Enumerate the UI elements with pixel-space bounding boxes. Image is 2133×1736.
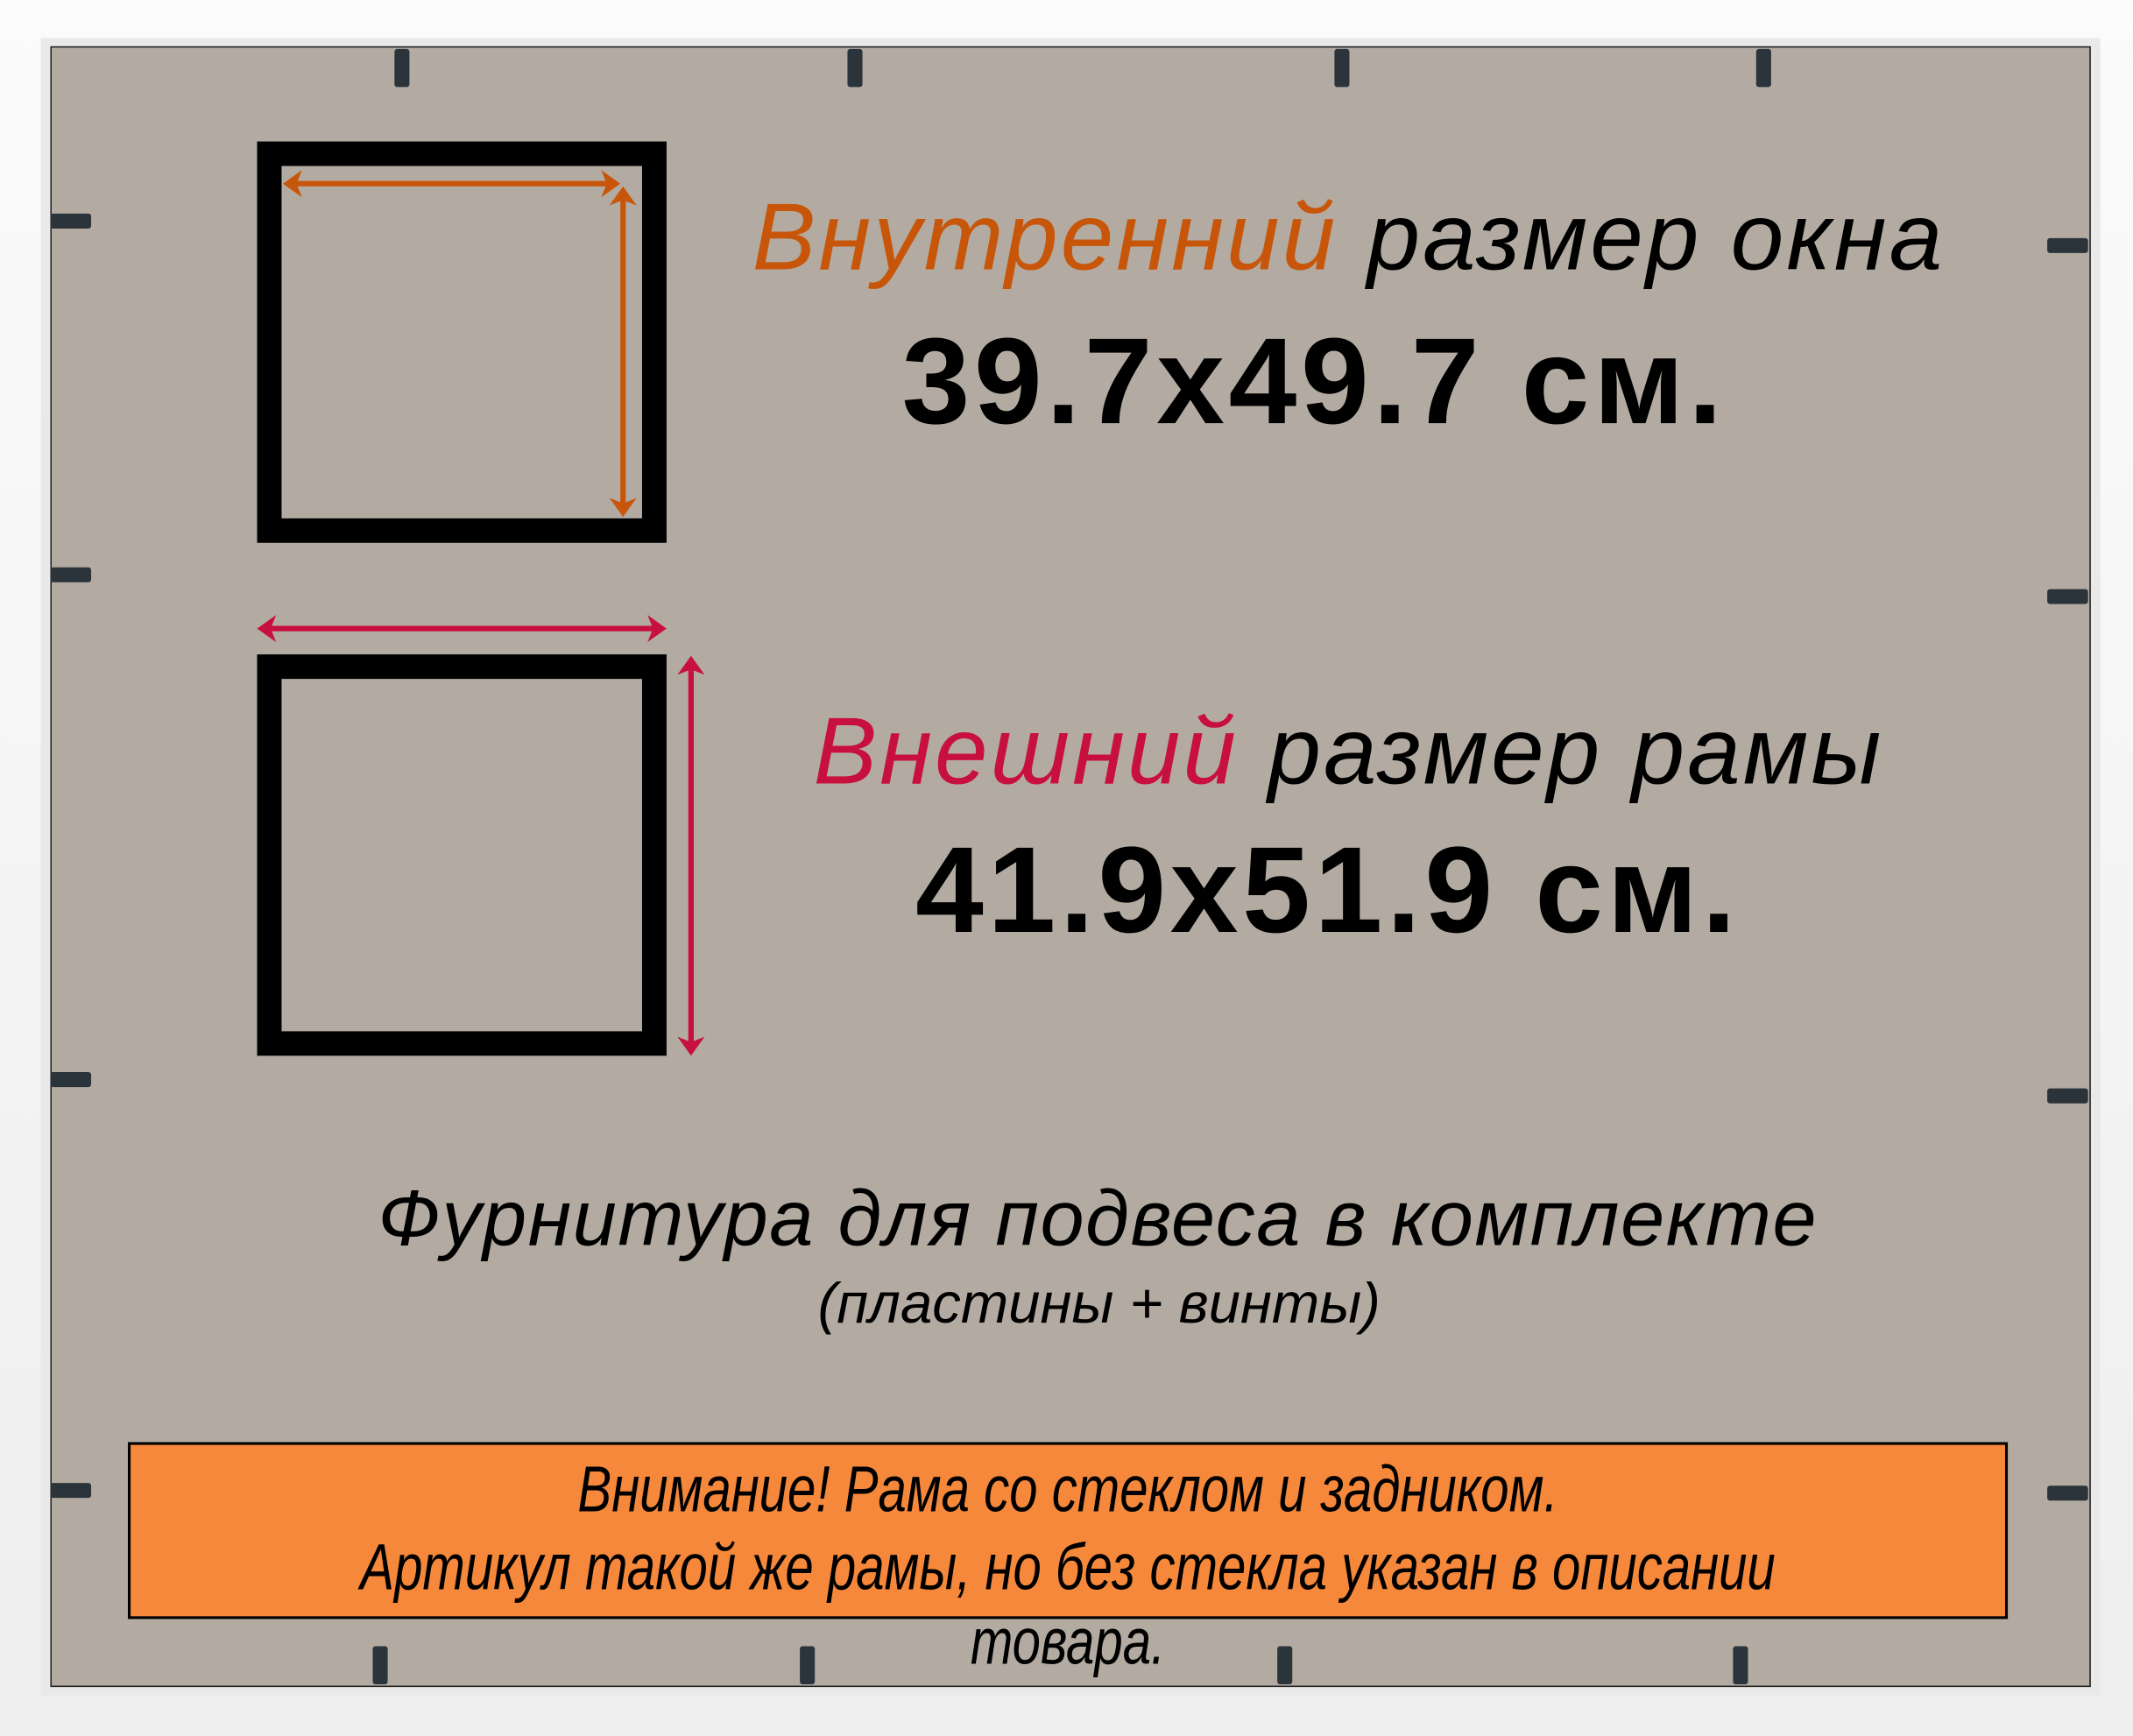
clip-top: [394, 48, 410, 88]
warning-line-1: Внимание! Рама со стеклом и задником.: [577, 1454, 1558, 1527]
inner-accent-word: Внутренний: [752, 183, 1338, 290]
clip-top: [847, 48, 863, 88]
inner-size-diagram: [257, 141, 667, 543]
outer-size-value: 41.9x51.9 см.: [915, 822, 1741, 960]
clip-right: [2047, 1485, 2088, 1501]
clip-top: [1755, 48, 1771, 88]
clip-bottom: [372, 1646, 388, 1684]
clip-bottom: [800, 1646, 816, 1684]
outer-heading-rest: размер рамы: [1239, 697, 1884, 805]
hardware-title: Фурнитура для подвеса в комплекте: [378, 1174, 1819, 1263]
clip-right: [2047, 237, 2088, 253]
clip-top: [1334, 48, 1350, 88]
inner-size-value: 39.7x49.7 см.: [901, 314, 1727, 451]
clip-left: [50, 213, 92, 229]
clip-left: [50, 1072, 92, 1088]
inner-size-heading: Внутренний размер окна: [752, 182, 1946, 291]
inner-heading-rest: размер окна: [1338, 183, 1946, 290]
clip-right: [2047, 589, 2088, 604]
outer-accent-word: Внешний: [813, 697, 1240, 805]
outer-size-diagram: [257, 654, 667, 1056]
clip-bottom: [1277, 1646, 1293, 1684]
clip-left: [50, 1483, 92, 1499]
clip-right: [2047, 1088, 2088, 1104]
outer-size-heading: Внешний размер рамы: [814, 696, 1884, 805]
clip-bottom: [1733, 1646, 1748, 1684]
warning-line-2: Артикул такой же рамы, но без стекла ука…: [360, 1532, 1776, 1679]
backing-board: [50, 46, 2091, 1688]
clip-left: [50, 567, 92, 582]
hardware-subtitle: (пластины + винты): [817, 1270, 1381, 1335]
warning-box: Внимание! Рама со стеклом и задником. Ар…: [127, 1442, 2009, 1679]
